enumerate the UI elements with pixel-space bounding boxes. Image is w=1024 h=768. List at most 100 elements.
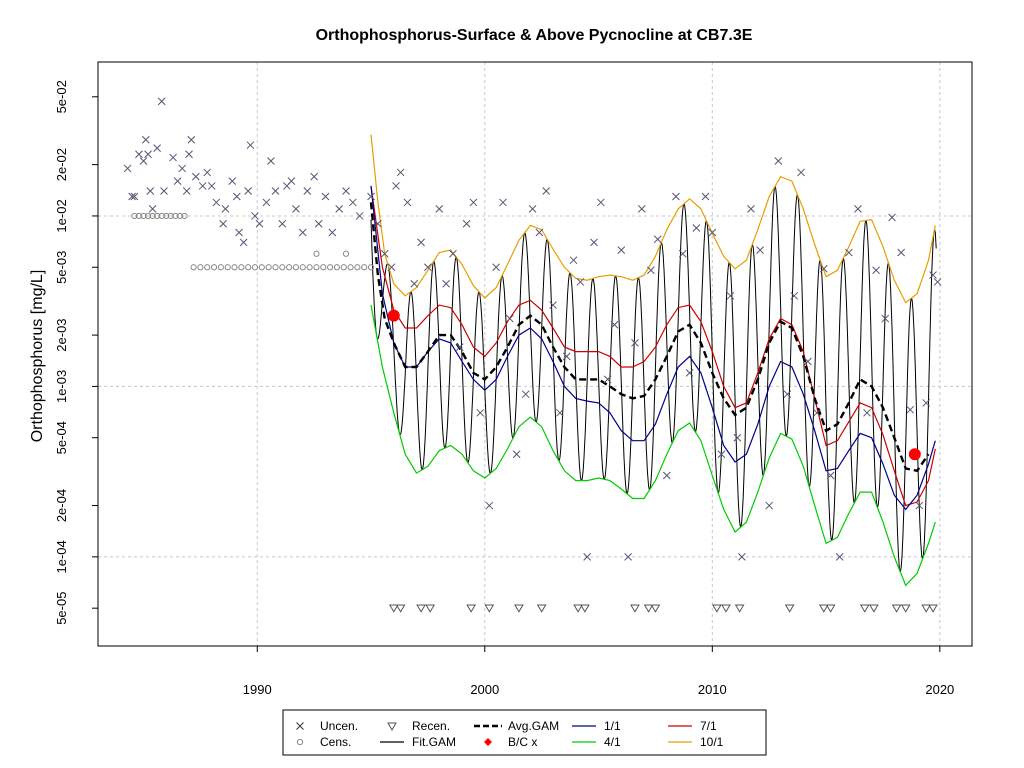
point-uncensored: [492, 263, 501, 272]
point-uncensored: [160, 187, 168, 195]
point-recensored: [859, 604, 870, 613]
point-uncensored: [863, 408, 871, 417]
point-uncensored: [653, 235, 662, 244]
series-jul1: [370, 185, 936, 507]
y-tick-label: 1e-02: [54, 199, 69, 232]
legend: Uncen. Cens. Recen. Fit.GAM Avg.GAM B/C x 1/1 4…: [282, 709, 767, 756]
legend-label: Cens.: [320, 735, 351, 749]
point-censored: [313, 264, 320, 271]
point-uncensored: [933, 278, 942, 286]
point-uncensored: [373, 219, 382, 228]
point-censored: [158, 212, 165, 220]
point-uncensored: [244, 187, 253, 195]
point-censored: [340, 264, 347, 271]
point-uncensored: [187, 135, 196, 144]
point-censored: [149, 212, 156, 220]
point-uncensored: [410, 279, 419, 288]
point-uncensored: [246, 141, 255, 150]
point-recensored: [388, 604, 399, 613]
point-uncensored: [335, 205, 344, 213]
point-censored: [144, 212, 152, 220]
y-tick-label: 2e-03: [54, 318, 69, 351]
point-censored: [279, 264, 286, 271]
point-censored: [299, 264, 306, 271]
legend-item: Avg.GAM: [474, 719, 559, 733]
point-uncensored: [603, 375, 612, 384]
point-censored: [347, 264, 354, 271]
point-uncensored: [701, 192, 710, 201]
point-uncensored: [146, 187, 155, 195]
point-uncensored: [380, 249, 389, 258]
point-uncensored: [797, 168, 805, 177]
point-uncensored: [835, 553, 844, 561]
point-censored: [245, 264, 252, 271]
legend-item: 10/1: [668, 735, 724, 749]
y-tick-label: 5e-04: [54, 421, 69, 454]
point-recensored: [630, 604, 640, 613]
point-uncensored: [549, 301, 557, 309]
legend-box: [282, 709, 767, 756]
points-layer: [123, 97, 942, 613]
y-tick-label: 5e-03: [54, 251, 69, 284]
point-uncensored: [128, 192, 136, 201]
point-recensored: [643, 604, 654, 613]
point-recensored: [891, 604, 902, 613]
legend-label: Uncen.: [320, 719, 358, 733]
point-uncensored: [733, 433, 742, 442]
point-uncensored: [417, 238, 425, 247]
point-uncensored: [255, 219, 264, 228]
legend-item: Recen.: [387, 719, 450, 733]
point-uncensored: [590, 238, 598, 247]
point-uncensored: [790, 291, 799, 300]
point-uncensored: [631, 339, 639, 347]
point-censored: [238, 264, 245, 271]
point-censored: [361, 264, 368, 271]
point-uncensored: [251, 212, 259, 220]
point-uncensored: [144, 150, 152, 159]
point-uncensored: [435, 205, 444, 213]
point-uncensored: [872, 266, 880, 275]
point-censored: [333, 264, 340, 271]
legend-label: Avg.GAM: [508, 719, 559, 733]
point-uncensored: [647, 266, 655, 275]
point-uncensored: [403, 198, 412, 207]
point-uncensored: [342, 187, 350, 195]
point-uncensored: [915, 501, 924, 510]
legend-label: B/C x: [508, 735, 537, 749]
point-uncensored: [717, 450, 726, 459]
legend-item: Cens.: [296, 735, 351, 749]
point-uncensored: [596, 198, 605, 207]
point-censored: [217, 264, 224, 271]
axes: 1990 2000 2010 2020 5e-02 2e-02 1e-02 5e-03 2e-0…: [54, 80, 954, 697]
point-recensored: [514, 604, 524, 613]
point-recensored: [580, 604, 590, 613]
point-uncensored: [469, 198, 478, 207]
point-uncensored: [738, 553, 746, 561]
point-censored: [167, 212, 174, 220]
point-uncensored: [844, 248, 853, 257]
point-uncensored: [774, 157, 783, 165]
point-uncensored: [512, 450, 521, 459]
point-uncensored: [191, 172, 200, 181]
point-censored: [286, 264, 293, 271]
point-uncensored: [542, 187, 551, 195]
point-baseline-current: [908, 448, 921, 461]
point-uncensored: [476, 408, 485, 417]
point-uncensored: [756, 246, 764, 255]
point-recensored: [536, 604, 547, 613]
point-uncensored: [139, 157, 148, 165]
grid: [98, 62, 972, 646]
point-uncensored: [287, 177, 296, 186]
point-recensored: [928, 604, 938, 613]
point-uncensored: [528, 205, 537, 213]
legend-item: Fit.GAM: [380, 735, 456, 749]
point-uncensored: [424, 263, 432, 272]
point-censored: [210, 264, 218, 271]
point-uncensored: [239, 238, 248, 247]
y-tick-label: 1e-04: [54, 540, 69, 573]
point-uncensored: [485, 501, 494, 510]
point-uncensored: [203, 168, 212, 177]
point-uncensored: [262, 198, 271, 207]
point-uncensored: [449, 249, 457, 258]
point-uncensored: [387, 263, 396, 272]
